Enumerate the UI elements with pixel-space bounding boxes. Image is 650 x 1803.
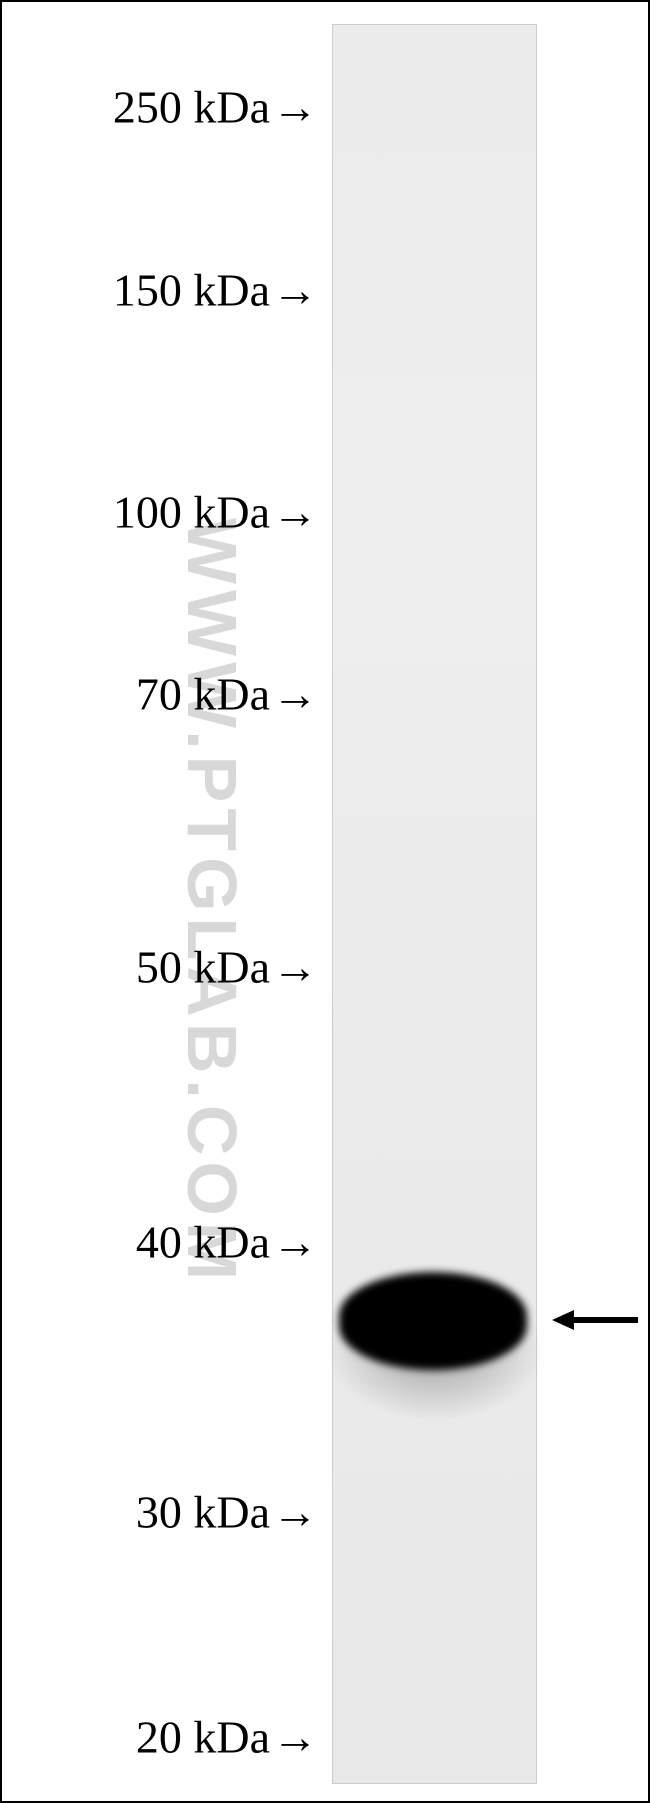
- marker-label-text: 150 kDa: [113, 264, 270, 317]
- marker-arrow-icon: →: [272, 486, 318, 539]
- marker-label-text: 70 kDa: [136, 668, 270, 721]
- marker-arrow-icon: →: [272, 81, 318, 134]
- marker-50kda: 50 kDa→: [136, 941, 318, 994]
- marker-40kda: 40 kDa→: [136, 1216, 318, 1269]
- marker-label-text: 20 kDa: [136, 1711, 270, 1764]
- marker-label-text: 50 kDa: [136, 941, 270, 994]
- marker-arrow-icon: →: [272, 1711, 318, 1764]
- band-indicator-arrow-icon: [550, 1300, 640, 1340]
- marker-arrow-icon: →: [272, 668, 318, 721]
- marker-arrow-icon: →: [272, 1216, 318, 1269]
- marker-100kda: 100 kDa→: [113, 486, 318, 539]
- blot-lane: [332, 24, 537, 1784]
- marker-150kda: 150 kDa→: [113, 264, 318, 317]
- marker-30kda: 30 kDa→: [136, 1486, 318, 1539]
- marker-arrow-icon: →: [272, 264, 318, 317]
- protein-band: [339, 1272, 527, 1370]
- marker-label-text: 40 kDa: [136, 1216, 270, 1269]
- marker-label-text: 30 kDa: [136, 1486, 270, 1539]
- watermark-text: WWW.PTGLAB.COM: [172, 518, 252, 1286]
- marker-250kda: 250 kDa→: [113, 81, 318, 134]
- marker-label-text: 250 kDa: [113, 81, 270, 134]
- marker-70kda: 70 kDa→: [136, 668, 318, 721]
- marker-20kda: 20 kDa→: [136, 1711, 318, 1764]
- marker-arrow-icon: →: [272, 1486, 318, 1539]
- marker-arrow-icon: →: [272, 941, 318, 994]
- marker-label-text: 100 kDa: [113, 486, 270, 539]
